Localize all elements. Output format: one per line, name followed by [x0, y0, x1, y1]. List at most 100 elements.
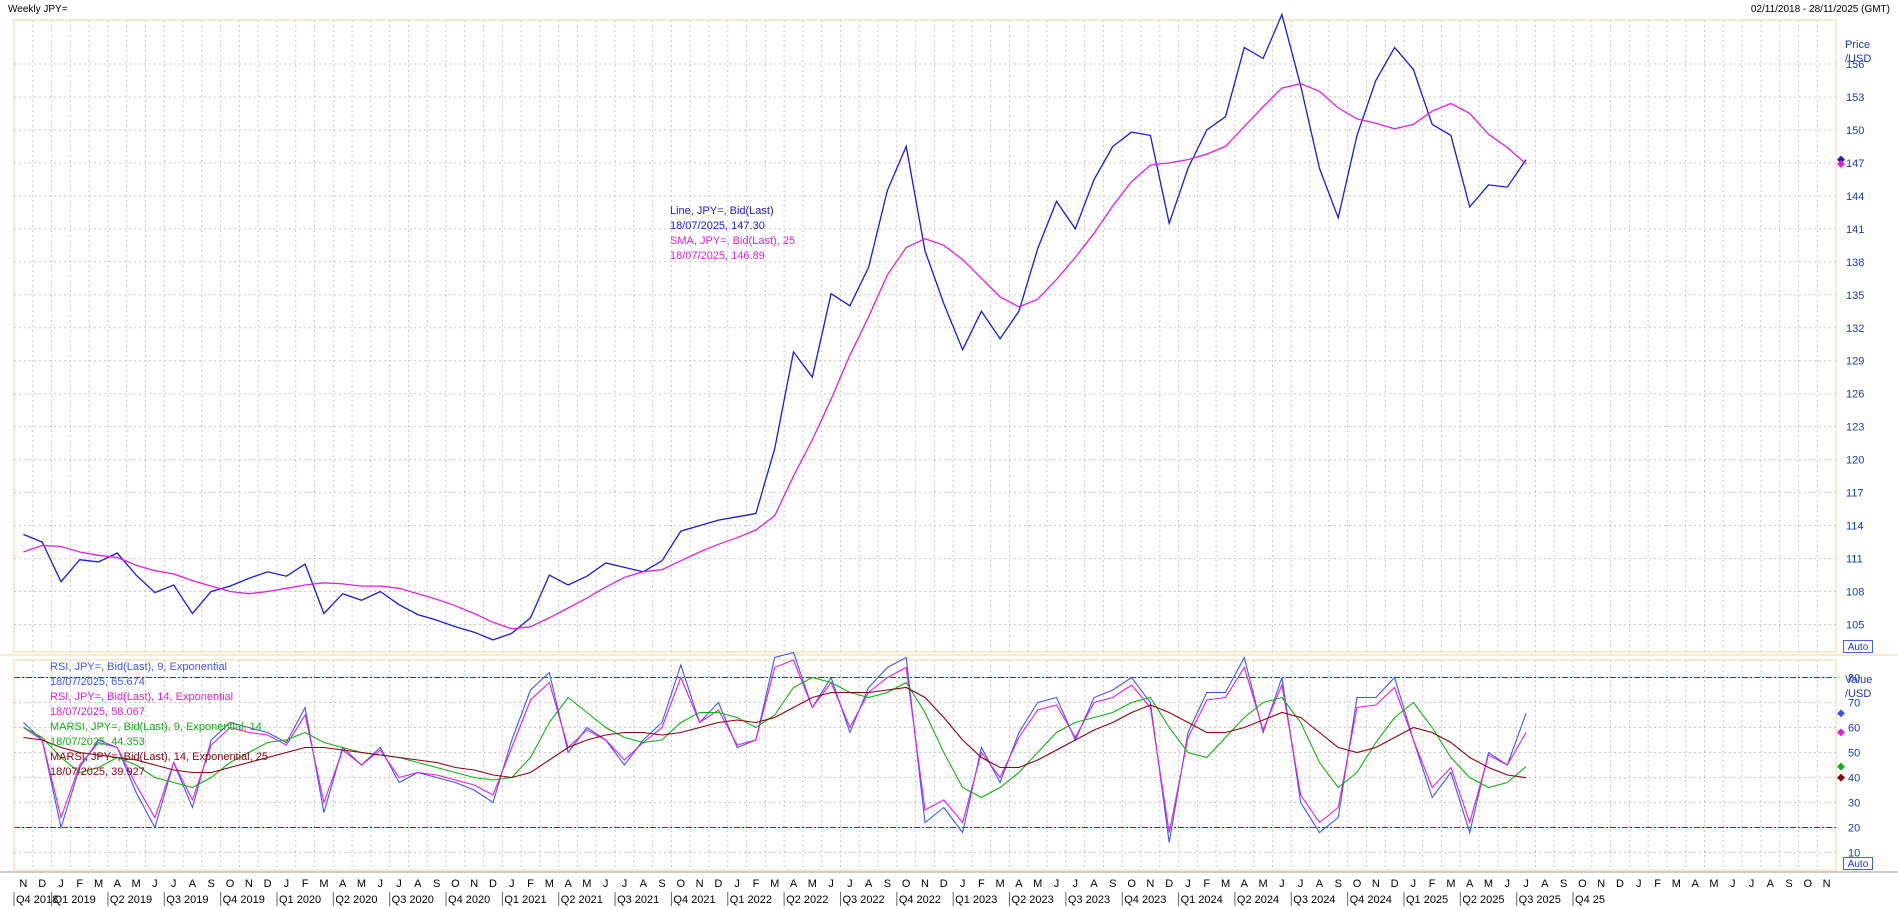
month-tick-label: J [1073, 878, 1079, 890]
price-unit-line1: Price [1845, 39, 1871, 51]
price-tick-label: 150 [1846, 125, 1864, 137]
month-tick-label: J [828, 878, 834, 890]
osc-legend-entry-value: 18/07/2025, 58.067 [50, 706, 145, 718]
month-tick-label: O [226, 878, 235, 890]
osc-legend-entry-label: MARSI, JPY=, Bid(Last), 9, Exponential, … [50, 721, 262, 733]
month-tick-label: A [114, 878, 122, 890]
value-auto-scale-button[interactable]: Auto [1843, 857, 1873, 870]
month-tick-label: M [357, 878, 366, 890]
osc-last-value-marker [1837, 762, 1845, 771]
month-tick-label: M [808, 878, 817, 890]
quarter-tick-label: Q3 2019 [166, 894, 208, 906]
month-tick-label: N [921, 878, 929, 890]
price-tick-label: 141 [1846, 224, 1864, 236]
month-tick-label: A [414, 878, 422, 890]
month-tick-label: J [847, 878, 853, 890]
month-tick-label: J [1636, 878, 1642, 890]
month-tick-label: F [978, 878, 985, 890]
month-tick-label: M [996, 878, 1005, 890]
month-tick-label: S [208, 878, 215, 890]
price-tick-label: 129 [1846, 356, 1864, 368]
month-tick-label: M [1709, 878, 1718, 890]
quarter-tick-label: Q1 2025 [1406, 894, 1448, 906]
month-tick-label: M [545, 878, 554, 890]
osc-tick-label: 80 [1848, 673, 1860, 685]
price-tick-label: 153 [1846, 92, 1864, 104]
price-grid [13, 20, 1837, 652]
quarter-tick-label: Q4 2022 [899, 894, 941, 906]
month-tick-label: N [470, 878, 478, 890]
price-tick-label: 111 [1846, 554, 1863, 566]
month-tick-label: J [734, 878, 740, 890]
month-tick-label: O [1804, 878, 1813, 890]
month-tick-label: A [1241, 878, 1249, 890]
month-tick-label: J [396, 878, 402, 890]
price-tick-label: 120 [1846, 455, 1864, 467]
quarter-tick-label: Q2 2022 [786, 894, 828, 906]
quarter-tick-label: Q2 2023 [1012, 894, 1054, 906]
month-tick-label: J [1411, 878, 1417, 890]
osc-series-line [23, 676, 1527, 799]
quarter-tick-label: Q2 2020 [335, 894, 377, 906]
oscillator-grid [13, 660, 1837, 870]
price-legend-entry-value: 18/07/2025, 147.30 [670, 220, 765, 232]
month-tick-label: M [319, 878, 328, 890]
month-tick-label: D [489, 878, 497, 890]
oscillator-legend: RSI, JPY=, Bid(Last), 9, Exponential 18/0… [50, 660, 268, 780]
osc-last-value-marker [1837, 709, 1845, 718]
month-tick-label: S [1335, 878, 1342, 890]
last-value-markers [1837, 155, 1845, 782]
quarter-tick-label: Q3 2025 [1519, 894, 1561, 906]
chart-title: Weekly JPY= [8, 4, 68, 15]
month-tick-label: J [603, 878, 609, 890]
month-tick-label: S [884, 878, 891, 890]
price-auto-scale-button[interactable]: Auto [1843, 640, 1873, 653]
month-tick-label: M [770, 878, 779, 890]
quarter-tick-label: Q1 2023 [955, 894, 997, 906]
osc-series-line [23, 686, 1527, 779]
panel-frames [0, 19, 1898, 873]
quarter-tick-label: Q1 2020 [279, 894, 321, 906]
price-legend-entry-value: 18/07/2025, 146.89 [670, 250, 765, 262]
month-tick-label: A [339, 878, 347, 890]
month-tick-label: M [1259, 878, 1268, 890]
osc-last-value-marker [1837, 728, 1845, 737]
quarter-tick-label: Q4 2023 [1124, 894, 1166, 906]
month-tick-label: D [1616, 878, 1624, 890]
date-range: 02/11/2018 - 28/11/2025 (GMT) [1750, 4, 1890, 15]
osc-legend-entry-label: RSI, JPY=, Bid(Last), 14, Exponential [50, 691, 234, 703]
quarter-tick-label: Q4 2020 [448, 894, 490, 906]
month-tick-label: A [1090, 878, 1098, 890]
month-tick-label: N [245, 878, 253, 890]
month-tick-label: J [1505, 878, 1511, 890]
month-tick-label: F [753, 878, 760, 890]
oscillator-series [23, 651, 1527, 843]
month-tick-label: N [696, 878, 704, 890]
price-legend: Line, JPY=, Bid(Last) 18/07/2025, 147.30 S… [670, 204, 795, 264]
osc-last-value-marker [1837, 773, 1845, 782]
osc-legend-entry-value: 18/07/2025, 44.353 [50, 736, 145, 748]
price-tick-label: 147 [1846, 158, 1864, 170]
price-series [23, 12, 1527, 641]
month-tick-label: A [790, 878, 798, 890]
quarter-tick-label: Q1 2024 [1181, 894, 1223, 906]
value-unit-line1: Value [1845, 674, 1873, 686]
month-tick-label: O [677, 878, 686, 890]
month-tick-label: D [1165, 878, 1173, 890]
price-tick-label: 126 [1846, 389, 1864, 401]
price-panel-frame [13, 19, 1837, 653]
value-unit-line2: /USD [1845, 688, 1872, 700]
month-tick-label: F [1429, 878, 1436, 890]
month-tick-label: N [19, 878, 27, 890]
month-tick-label: A [1316, 878, 1324, 890]
month-tick-label: S [1109, 878, 1116, 890]
price-unit-label: Price /USD [1845, 38, 1871, 66]
price-tick-label: 105 [1846, 620, 1864, 632]
month-tick-label: N [1597, 878, 1605, 890]
month-tick-label: D [38, 878, 46, 890]
osc-tick-label: 10 [1848, 848, 1860, 860]
osc-tick-label: 20 [1848, 823, 1860, 835]
price-last-value-marker [1837, 159, 1845, 168]
month-tick-label: A [1767, 878, 1775, 890]
